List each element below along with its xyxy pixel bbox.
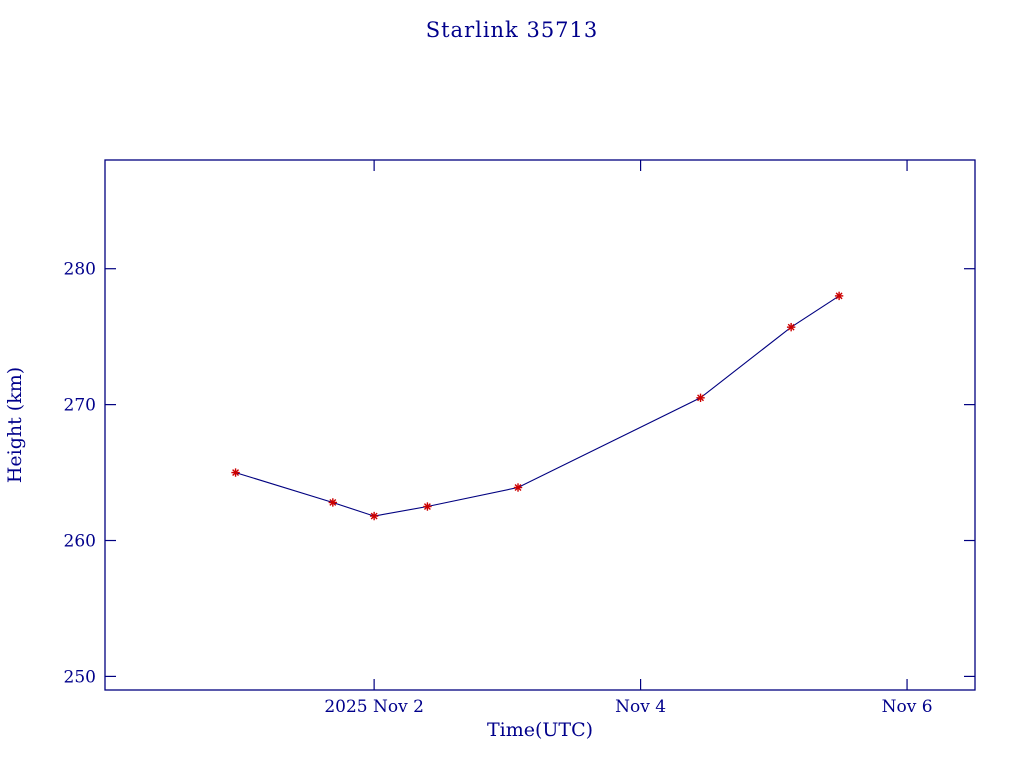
y-tick-label: 280: [64, 260, 96, 280]
data-line: [235, 295, 840, 517]
x-tick-label: Nov 6: [882, 697, 933, 717]
x-axis-label: Time(UTC): [487, 719, 593, 741]
chart-title: Starlink 35713: [426, 18, 599, 42]
data-marker: [514, 484, 522, 491]
data-marker: [787, 323, 795, 331]
data-marker: [835, 292, 843, 300]
plot-border: [104, 159, 976, 691]
y-tick-label: 260: [64, 532, 96, 552]
x-tick-label: 2025 Nov 2: [324, 697, 424, 717]
data-marker: [370, 512, 378, 520]
y-tick-label: 270: [64, 396, 96, 416]
data-marker: [423, 503, 431, 511]
y-axis-label: Height (km): [4, 367, 26, 483]
data-marker: [697, 394, 705, 402]
x-tick-label: Nov 4: [615, 697, 666, 717]
y-tick-label: 250: [64, 667, 96, 687]
data-marker: [232, 469, 240, 477]
plot-layer: 2025 Nov 2 Nov 4 Nov 6 250 260 270 280: [64, 159, 976, 717]
data-marker: [329, 498, 337, 506]
